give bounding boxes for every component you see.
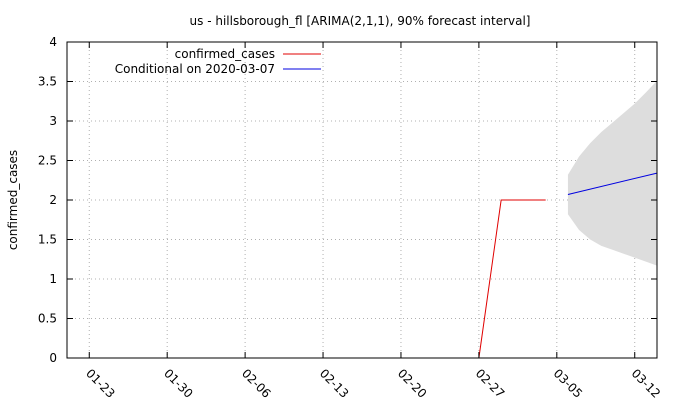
y-tick-label: 4	[49, 35, 57, 49]
x-tick-label: 01-23	[83, 366, 118, 400]
y-tick-label: 3.5	[38, 75, 57, 89]
x-tick-label: 02-13	[317, 366, 352, 400]
x-tick-label: 02-20	[395, 366, 430, 400]
forecast-interval-area	[567, 80, 657, 266]
legend-label-0: confirmed_cases	[175, 47, 275, 61]
y-axis-label: confirmed_cases	[6, 150, 20, 250]
x-tick-label: 02-27	[473, 366, 508, 400]
y-axis-ticks: 0 0.5 1 1.5 2 2.5 3 3.5 4	[38, 35, 657, 365]
series-lines	[478, 172, 658, 359]
x-tick-label: 01-30	[161, 366, 196, 400]
y-tick-label: 0.5	[38, 312, 57, 326]
chart-title: us - hillsborough_fl [ARIMA(2,1,1), 90% …	[190, 14, 531, 28]
series-line-1	[567, 172, 658, 195]
x-tick-label: 03-05	[551, 366, 586, 400]
y-tick-label: 0	[49, 351, 57, 365]
legend-label-1: Conditional on 2020-03-07	[115, 62, 275, 76]
y-tick-label: 3	[49, 114, 57, 128]
y-tick-label: 1	[49, 272, 57, 286]
x-tick-label: 02-06	[239, 366, 274, 400]
x-tick-label: 03-12	[629, 366, 664, 400]
y-tick-label: 1.5	[38, 233, 57, 247]
forecast-interval-band	[567, 80, 657, 266]
grid	[67, 42, 657, 358]
series-line-0	[478, 199, 546, 359]
y-tick-label: 2	[49, 193, 57, 207]
y-tick-label: 2.5	[38, 154, 57, 168]
